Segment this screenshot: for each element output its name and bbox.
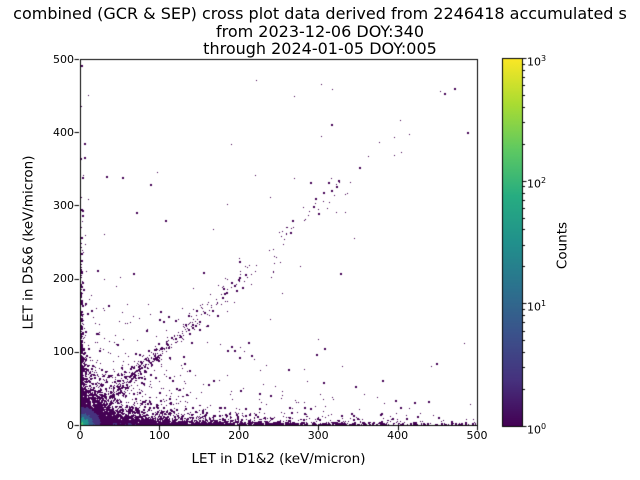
colorbar-tick-label: 103 [527, 53, 547, 69]
chart-title: combined (GCR & SEP) cross plot data der… [0, 5, 640, 58]
colorbar-label: Counts [554, 221, 571, 270]
x-tick-label: 400 [387, 429, 409, 442]
chart-title-line2: from 2023-12-06 DOY:340 [215, 21, 424, 41]
y-tick-label: 500 [53, 52, 74, 66]
x-tick-label: 0 [76, 429, 84, 442]
y-tick-label: 0 [67, 418, 74, 432]
y-tick-label: 300 [53, 198, 74, 212]
chart-title-line3: through 2024-01-05 DOY:005 [203, 39, 437, 58]
y-tick-label: 100 [53, 345, 74, 359]
chart-title-line1: combined (GCR & SEP) cross plot data der… [13, 4, 627, 23]
colorbar-tick-label: 102 [527, 176, 547, 191]
x-tick-label: 100 [148, 429, 170, 442]
y-tick-label: 200 [53, 272, 74, 286]
x-tick-label: 500 [466, 429, 488, 442]
colorbar-tick-label: 100 [527, 421, 547, 437]
x-tick-label: 200 [228, 429, 250, 442]
x-tick-label: 300 [307, 429, 329, 442]
y-axis-label: LET in D5&6 (keV/micron) [20, 155, 37, 330]
y-tick-label: 400 [53, 125, 74, 139]
x-axis-label: LET in D1&2 (keV/micron) [191, 451, 366, 467]
colorbar-tick-label: 101 [527, 298, 547, 314]
